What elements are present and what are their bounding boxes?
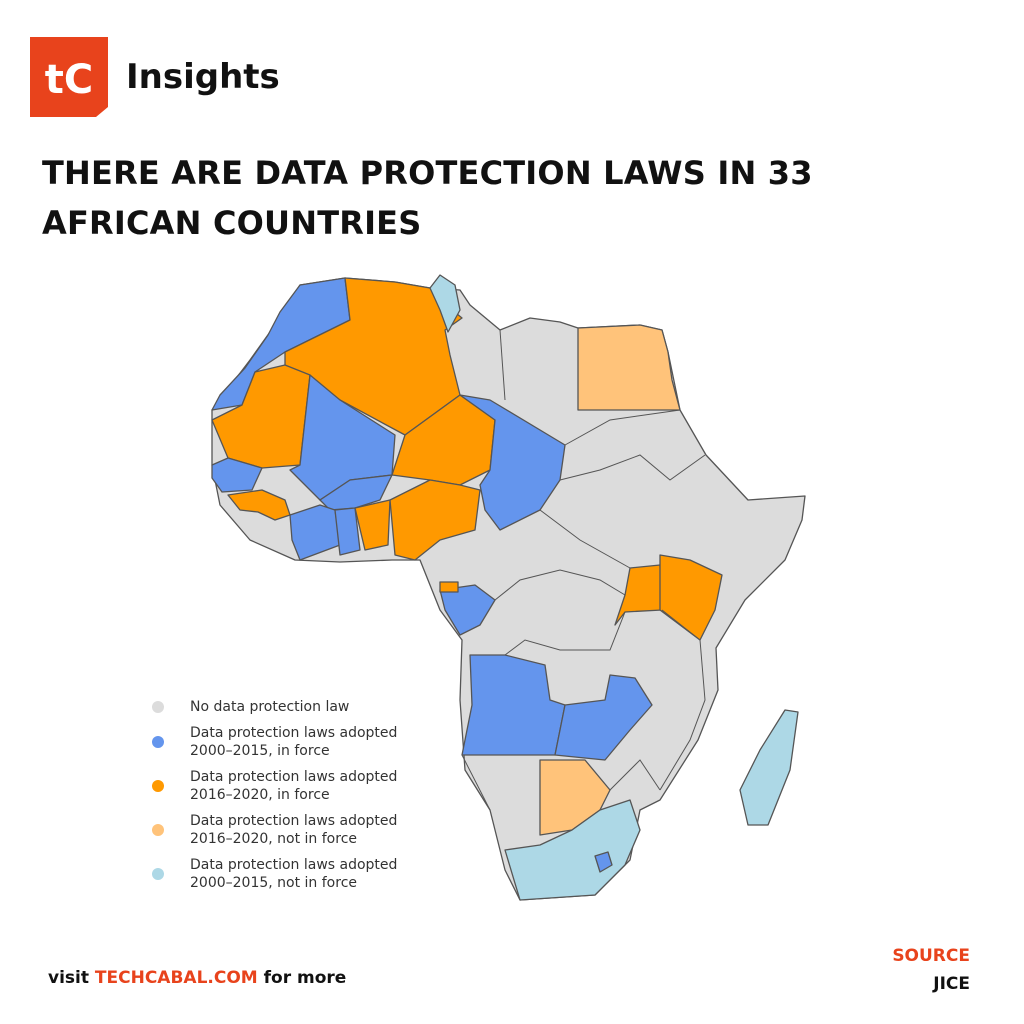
border-line xyxy=(564,409,681,446)
legend-label: Data protection laws adopted xyxy=(190,813,398,829)
footer-visit: visit xyxy=(48,968,89,988)
region-senegal xyxy=(211,457,263,493)
region-south-africa xyxy=(504,799,641,901)
region-guinea xyxy=(227,489,291,521)
source-credit: SOURCE JICE xyxy=(892,942,970,998)
techcabal-link[interactable]: TECHCABAL.COM xyxy=(94,968,258,988)
region-zambia xyxy=(554,674,653,761)
border-line xyxy=(559,454,706,481)
region-nigeria xyxy=(389,479,481,561)
legend-swatch xyxy=(152,868,164,880)
brand-name: Insights xyxy=(126,57,280,97)
techcabal-logo: tC xyxy=(30,37,108,117)
page-title: THERE ARE DATA PROTECTION LAWS IN 33 AFR… xyxy=(42,148,942,248)
legend-label: Data protection laws adopted xyxy=(190,725,398,741)
border-line xyxy=(461,754,491,811)
region-mauritania xyxy=(211,364,311,469)
region-ghana xyxy=(334,507,361,556)
legend-swatch xyxy=(152,824,164,836)
logo-text: tC xyxy=(45,57,93,103)
source-value: JICE xyxy=(933,974,970,994)
legend-label: 2016–2020, not in force xyxy=(190,831,358,847)
border-line xyxy=(539,509,631,569)
source-label: SOURCE xyxy=(892,946,970,966)
border-line xyxy=(504,611,626,656)
legend-label: 2000–2015, in force xyxy=(190,743,330,759)
legend-label: Data protection laws adopted xyxy=(190,857,398,873)
headline-line-2: AFRICAN COUNTRIES xyxy=(42,204,422,242)
legend-label: No data protection law xyxy=(190,699,350,715)
legend-item-2000-2015-not-in-force: Data protection laws adopted 2000–2015, … xyxy=(150,856,450,892)
headline-line-1: THERE ARE DATA PROTECTION LAWS IN 33 xyxy=(42,154,813,192)
region-gabon xyxy=(439,584,496,636)
legend-swatch xyxy=(152,736,164,748)
region-lesotho xyxy=(594,851,613,873)
legend-label: 2000–2015, not in force xyxy=(190,875,358,891)
legend-item-2016-2020-not-in-force: Data protection laws adopted 2016–2020, … xyxy=(150,812,450,848)
map-legend: No data protection law Data protection l… xyxy=(150,698,450,900)
region-kenya xyxy=(659,554,723,641)
region-tunisia xyxy=(429,274,461,333)
legend-swatch xyxy=(152,780,164,792)
legend-item-2000-2015-in-force: Data protection laws adopted 2000–2015, … xyxy=(150,724,450,760)
legend-label: Data protection laws adopted xyxy=(190,769,398,785)
legend-label: 2016–2020, in force xyxy=(190,787,330,803)
legend-item-2016-2020-in-force: Data protection laws adopted 2016–2020, … xyxy=(150,768,450,804)
border-line xyxy=(609,759,661,791)
footer-more: for more xyxy=(263,968,347,988)
region-madagascar xyxy=(739,709,799,826)
border-line xyxy=(499,329,506,401)
border-line xyxy=(494,569,626,601)
region-egypt xyxy=(577,324,681,411)
legend-item-none: No data protection law xyxy=(150,698,450,716)
footer-cta: visit TECHCABAL.COM for more xyxy=(48,968,346,988)
border-line xyxy=(659,609,706,791)
region-eq-guinea xyxy=(439,581,459,593)
region-benin xyxy=(354,499,391,551)
legend-swatch xyxy=(152,701,164,713)
region-chad xyxy=(459,394,566,531)
